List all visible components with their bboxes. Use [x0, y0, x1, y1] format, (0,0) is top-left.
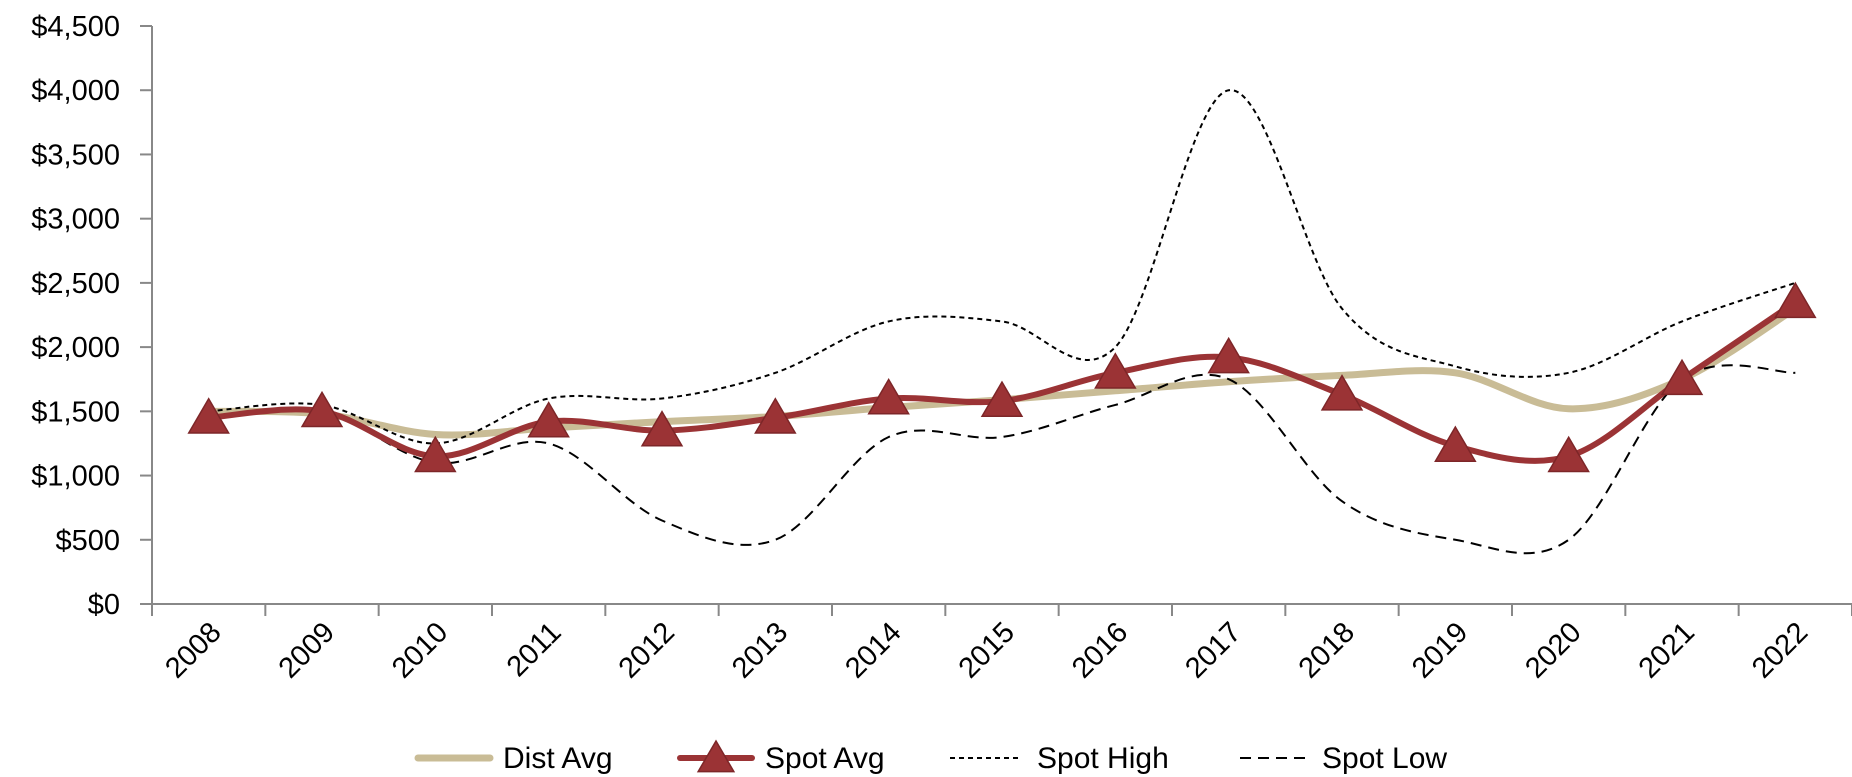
series-line-spot-low [208, 364, 1796, 555]
legend-item-spot-high: Spot High [950, 742, 1169, 775]
legend-marker [696, 739, 736, 773]
data-point-spot-avg [1434, 425, 1477, 462]
x-tick-label: 2009 [273, 616, 341, 684]
data-point-spot-avg [187, 397, 230, 434]
x-tick-label: 2018 [1293, 616, 1361, 684]
series-layer [187, 89, 1817, 555]
data-point-spot-avg [1774, 281, 1817, 319]
y-tick-label: $4,000 [31, 75, 120, 107]
x-tick-label: 2012 [613, 616, 681, 684]
x-tick-label: 2016 [1066, 616, 1134, 684]
data-point-spot-avg [1547, 435, 1590, 473]
y-tick-label: $3,000 [31, 204, 120, 236]
x-tick-label: 2019 [1406, 616, 1474, 684]
legend-label: Dist Avg [503, 742, 613, 775]
y-tick-label: $500 [55, 525, 120, 557]
y-tick-label: $1,500 [31, 396, 120, 428]
x-tick-label: 2014 [839, 616, 907, 684]
y-tick-label: $1,000 [31, 461, 120, 493]
data-point-spot-avg [300, 390, 344, 428]
x-tick-label: 2015 [953, 616, 1021, 684]
data-point-spot-avg [1320, 374, 1364, 411]
y-tick-label: $2,000 [31, 332, 120, 364]
legend-label: Spot Low [1322, 742, 1447, 775]
legend-label: Spot Avg [765, 742, 885, 775]
data-point-spot-avg [754, 397, 797, 434]
data-point-spot-avg [1094, 352, 1137, 389]
x-tick-label: 2011 [501, 616, 568, 683]
data-point-spot-avg [1660, 358, 1704, 396]
data-point-spot-avg [1207, 336, 1250, 374]
x-tick-label: 2008 [159, 616, 227, 684]
x-tick-label: 2013 [726, 616, 794, 684]
y-tick-label: $4,500 [31, 11, 120, 43]
x-tick-label: 2021 [1633, 616, 1701, 684]
data-point-spot-avg [980, 380, 1024, 418]
y-tick-label: $2,500 [31, 268, 120, 300]
axes: $0 $500 $1,000 $1,500 $2,000 $2,500 $3,000 $3,5… [31, 11, 1852, 685]
y-tick-label: $0 [88, 589, 120, 621]
data-point-spot-avg [867, 378, 910, 415]
legend-label: Spot High [1037, 742, 1169, 775]
legend-item-spot-low: Spot Low [1240, 742, 1447, 775]
y-tick-label: $3,500 [31, 139, 120, 171]
data-point-spot-avg [414, 435, 457, 473]
data-point-spot-avg [527, 401, 570, 438]
x-tick-label: 2010 [386, 616, 454, 684]
legend: Dist Avg Spot Avg Spot High Spot Low [414, 739, 1447, 775]
data-point-spot-avg [640, 410, 684, 447]
legend-item-spot-avg: Spot Avg [677, 739, 885, 775]
x-tick-label: 2017 [1179, 616, 1247, 684]
legend-item-dist-avg: Dist Avg [414, 742, 613, 775]
x-tick-label: 2022 [1746, 616, 1814, 684]
series-line-spot-high [208, 89, 1796, 445]
x-tick-label: 2020 [1519, 616, 1587, 684]
